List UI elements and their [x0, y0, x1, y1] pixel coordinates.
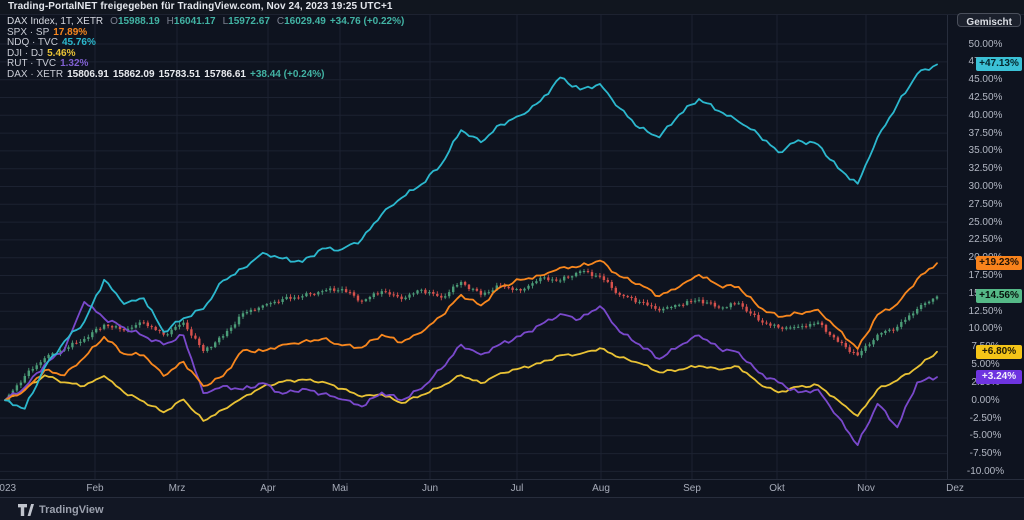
y-axis-tick-label: 12.50%: [968, 305, 1003, 317]
legend-ohlc-value: 15972.67: [228, 16, 270, 27]
y-axis-tick-label: 22.50%: [968, 234, 1003, 246]
x-axis-tick-label: Sep: [683, 483, 701, 494]
tradingview-branding[interactable]: TradingView: [18, 503, 104, 516]
x-axis-tick-label: Jul: [510, 483, 524, 494]
legend-ohlc-key: O: [110, 16, 118, 27]
x-axis-tick-label: Apr: [260, 483, 276, 494]
legend: DAX Index, 1T, XETR O15988.19 H16041.17 L15…: [7, 16, 405, 81]
y-axis-tick-label: 40.00%: [968, 109, 1003, 121]
y-axis-tick-label: -7.50%: [969, 448, 1002, 460]
bottom-bar: TradingView: [0, 497, 1024, 520]
legend-text: +38.44 (+0.24%): [250, 68, 325, 80]
attribution-bar: Trading-PortalNET freigegeben für Tradin…: [0, 0, 1024, 15]
legend-ohlc-pair: H16041.17: [164, 16, 216, 28]
y-axis-tick-label: -2.50%: [969, 412, 1002, 424]
legend-ohlc-pair: L15972.67: [220, 16, 270, 28]
legend-text: SPX · SP: [7, 26, 50, 38]
mixed-scale-button[interactable]: Gemischt: [957, 13, 1021, 28]
legend-ohlc-pair: O15988.19: [107, 16, 160, 28]
legend-text: 45.76%: [61, 37, 96, 48]
y-axis-tick-label: 27.50%: [968, 198, 1003, 210]
legend-text: 1.32%: [60, 58, 89, 69]
y-axis-tick-label: 30.00%: [968, 181, 1003, 192]
x-axis-tick-label: Mrz: [168, 483, 186, 494]
y-axis-tick-label: 35.00%: [968, 145, 1003, 157]
last-value-badge-dji: +6.80%: [976, 344, 1022, 359]
legend-ohlc-value: 16041.17: [173, 16, 216, 27]
legend-text: 15862.09: [112, 68, 155, 80]
legend-text: DAX · XETR: [7, 68, 64, 80]
legend-ohlc-key: L: [222, 16, 229, 27]
line-series-rut: [4, 301, 938, 446]
y-axis-tick-label: 32.50%: [968, 163, 1003, 175]
tradingview-brand-name: TradingView: [39, 503, 104, 516]
gridlines: [0, 14, 947, 479]
legend-row-spx[interactable]: SPX · SP 17.89%: [7, 26, 404, 39]
price-chart-canvas[interactable]: [0, 0, 1024, 497]
x-axis-tick-label: Dez: [946, 483, 964, 494]
x-axis-tick-label: Aug: [592, 483, 610, 494]
y-axis-tick-label: 42.50%: [968, 91, 1003, 103]
last-value-badge-dax: +14.56%: [976, 289, 1022, 304]
y-axis-tick-label: 50.00%: [968, 38, 1003, 50]
legend-ohlc-value: 16029.49: [284, 16, 326, 27]
tradingview-logo-icon: [18, 503, 34, 516]
x-axis-tick-label: Nov: [857, 483, 875, 494]
x-axis-tick-label: Okt: [769, 483, 785, 494]
legend-text: 15786.61: [204, 68, 246, 80]
legend-ohlc-key: C: [276, 16, 285, 27]
x-axis-tick-label: Jun: [421, 483, 439, 494]
x-axis-tick-label: Feb: [86, 483, 104, 494]
plot-area[interactable]: [0, 14, 955, 479]
legend-ohlc-key: H: [166, 16, 174, 27]
legend-row-rut[interactable]: RUT · TVC 1.32%: [7, 58, 404, 70]
time-axis[interactable]: 2023 Feb Mrz Apr Mai Jun Jul Aug Sep Okt Nov Dez: [0, 479, 1024, 498]
legend-row-dax-compare[interactable]: DAX · XETR 15806.91 15862.09 15783.51 15786.…: [7, 68, 404, 81]
legend-row-dax-main[interactable]: DAX Index, 1T, XETR O15988.19 H16041.17 L15…: [7, 16, 405, 28]
legend-ohlc-pair: C16029.49: [274, 16, 326, 28]
y-axis-tick-label: -10.00%: [966, 465, 1005, 477]
legend-text: DJI · DJ: [7, 47, 44, 59]
legend-text: 5.46%: [47, 47, 76, 59]
price-axis[interactable]: 50.00%47.50%45.00%42.50%40.00%37.50%35.0…: [947, 14, 1024, 479]
y-axis-tick-label: 5.00%: [971, 359, 1000, 371]
line-series-ndq: [4, 63, 938, 410]
legend-ohlc-value: 15988.19: [117, 16, 160, 27]
legend-text: 15806.91: [67, 68, 109, 80]
y-axis-tick-label: 17.50%: [968, 270, 1003, 282]
line-series-dji: [4, 347, 938, 422]
legend-text: NDQ · TVC: [7, 37, 58, 48]
legend-text: 17.89%: [53, 26, 88, 38]
legend-text: 15783.51: [158, 68, 201, 80]
y-axis-tick-label: 0.00%: [971, 394, 1000, 406]
last-value-badge-spx: +19.23%: [976, 256, 1022, 271]
y-axis-tick-label: -5.00%: [969, 430, 1002, 442]
candlestick-series-dax: [7, 268, 939, 403]
legend-row-ndq[interactable]: NDQ · TVC 45.76%: [7, 37, 404, 49]
y-axis-tick-label: 10.00%: [968, 323, 1003, 335]
y-axis-tick-label: 25.00%: [968, 216, 1003, 228]
legend-text: +34.76 (+0.22%): [329, 16, 405, 27]
x-axis-tick-label: 2023: [0, 483, 17, 494]
y-axis-tick-label: 45.00%: [968, 74, 1003, 86]
x-axis-tick-label: Mai: [331, 483, 349, 494]
legend-text: DAX Index, 1T, XETR: [7, 16, 104, 27]
last-value-badge-ndq: +47.13%: [976, 57, 1022, 72]
attribution-text: Trading-PortalNET freigegeben für Tradin…: [8, 1, 393, 12]
last-value-badge-rut: +3.24%: [976, 370, 1022, 385]
legend-text: RUT · TVC: [7, 58, 57, 69]
legend-row-dji[interactable]: DJI · DJ 5.46%: [7, 47, 404, 60]
line-series-spx: [4, 259, 938, 402]
y-axis-tick-label: 37.50%: [968, 127, 1003, 139]
